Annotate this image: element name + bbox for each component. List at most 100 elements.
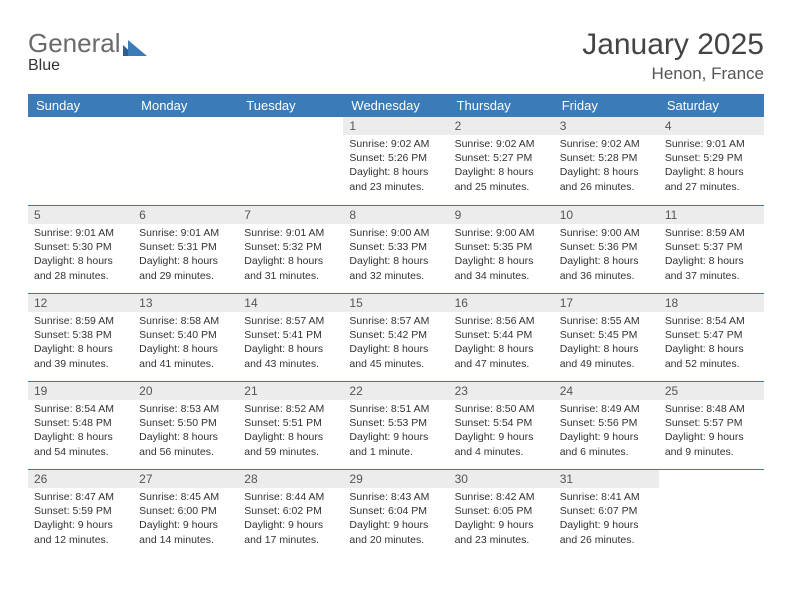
sunset-line: Sunset: 5:48 PM [34, 416, 127, 430]
calendar-cell: 26Sunrise: 8:47 AMSunset: 5:59 PMDayligh… [28, 469, 133, 557]
daylight2-line: and 32 minutes. [349, 269, 442, 283]
daylight1-line: Daylight: 9 hours [139, 518, 232, 532]
sunset-line: Sunset: 5:32 PM [244, 240, 337, 254]
day-number: 6 [133, 206, 238, 224]
weekday-header: Saturday [659, 94, 764, 117]
daylight2-line: and 9 minutes. [665, 445, 758, 459]
sunrise-line: Sunrise: 9:02 AM [455, 137, 548, 151]
daylight2-line: and 49 minutes. [560, 357, 653, 371]
daylight2-line: and 1 minute. [349, 445, 442, 459]
logo-block: GeneralBlue [28, 28, 147, 75]
daylight1-line: Daylight: 9 hours [560, 430, 653, 444]
daylight1-line: Daylight: 8 hours [665, 254, 758, 268]
calendar-cell: 15Sunrise: 8:57 AMSunset: 5:42 PMDayligh… [343, 293, 448, 381]
day-number: 28 [238, 470, 343, 488]
sunrise-line: Sunrise: 8:54 AM [34, 402, 127, 416]
daylight1-line: Daylight: 8 hours [349, 165, 442, 179]
day-number: 24 [554, 382, 659, 400]
day-details: Sunrise: 8:47 AMSunset: 5:59 PMDaylight:… [28, 488, 133, 551]
daylight1-line: Daylight: 8 hours [244, 342, 337, 356]
weekday-header: Tuesday [238, 94, 343, 117]
daylight1-line: Daylight: 8 hours [139, 254, 232, 268]
daylight1-line: Daylight: 8 hours [455, 165, 548, 179]
calendar-cell: 3Sunrise: 9:02 AMSunset: 5:28 PMDaylight… [554, 117, 659, 205]
calendar-cell: 6Sunrise: 9:01 AMSunset: 5:31 PMDaylight… [133, 205, 238, 293]
day-number: 25 [659, 382, 764, 400]
day-details: Sunrise: 8:57 AMSunset: 5:42 PMDaylight:… [343, 312, 448, 375]
weekday-header: Monday [133, 94, 238, 117]
day-details: Sunrise: 8:56 AMSunset: 5:44 PMDaylight:… [449, 312, 554, 375]
day-details: Sunrise: 8:44 AMSunset: 6:02 PMDaylight:… [238, 488, 343, 551]
sunset-line: Sunset: 5:45 PM [560, 328, 653, 342]
calendar-cell: 31Sunrise: 8:41 AMSunset: 6:07 PMDayligh… [554, 469, 659, 557]
day-number: 16 [449, 294, 554, 312]
logo-icon [123, 32, 147, 63]
sunrise-line: Sunrise: 8:42 AM [455, 490, 548, 504]
day-number [133, 117, 238, 135]
logo-text-blue: Blue [28, 57, 60, 74]
sunrise-line: Sunrise: 9:01 AM [34, 226, 127, 240]
day-details: Sunrise: 8:50 AMSunset: 5:54 PMDaylight:… [449, 400, 554, 463]
day-details: Sunrise: 8:57 AMSunset: 5:41 PMDaylight:… [238, 312, 343, 375]
day-details: Sunrise: 8:53 AMSunset: 5:50 PMDaylight:… [133, 400, 238, 463]
daylight2-line: and 12 minutes. [34, 533, 127, 547]
calendar-cell-empty [28, 117, 133, 205]
daylight1-line: Daylight: 8 hours [560, 165, 653, 179]
calendar-cell: 18Sunrise: 8:54 AMSunset: 5:47 PMDayligh… [659, 293, 764, 381]
calendar-cell-empty [659, 469, 764, 557]
day-details: Sunrise: 9:01 AMSunset: 5:32 PMDaylight:… [238, 224, 343, 287]
weekday-header: Wednesday [343, 94, 448, 117]
daylight1-line: Daylight: 9 hours [244, 518, 337, 532]
day-details: Sunrise: 8:58 AMSunset: 5:40 PMDaylight:… [133, 312, 238, 375]
sunrise-line: Sunrise: 8:48 AM [665, 402, 758, 416]
day-number: 11 [659, 206, 764, 224]
calendar-table: SundayMondayTuesdayWednesdayThursdayFrid… [28, 94, 764, 557]
calendar-week-row: 5Sunrise: 9:01 AMSunset: 5:30 PMDaylight… [28, 205, 764, 293]
day-number: 22 [343, 382, 448, 400]
day-details: Sunrise: 8:43 AMSunset: 6:04 PMDaylight:… [343, 488, 448, 551]
calendar-page: GeneralBlue January 2025 Henon, France S… [0, 0, 792, 557]
day-details: Sunrise: 9:01 AMSunset: 5:30 PMDaylight:… [28, 224, 133, 287]
day-number: 12 [28, 294, 133, 312]
sunset-line: Sunset: 5:56 PM [560, 416, 653, 430]
daylight2-line: and 28 minutes. [34, 269, 127, 283]
sunrise-line: Sunrise: 8:44 AM [244, 490, 337, 504]
calendar-cell: 29Sunrise: 8:43 AMSunset: 6:04 PMDayligh… [343, 469, 448, 557]
sunrise-line: Sunrise: 8:50 AM [455, 402, 548, 416]
sunset-line: Sunset: 5:47 PM [665, 328, 758, 342]
calendar-cell: 7Sunrise: 9:01 AMSunset: 5:32 PMDaylight… [238, 205, 343, 293]
day-details: Sunrise: 8:48 AMSunset: 5:57 PMDaylight:… [659, 400, 764, 463]
day-details: Sunrise: 8:49 AMSunset: 5:56 PMDaylight:… [554, 400, 659, 463]
day-details: Sunrise: 8:42 AMSunset: 6:05 PMDaylight:… [449, 488, 554, 551]
day-details: Sunrise: 9:01 AMSunset: 5:31 PMDaylight:… [133, 224, 238, 287]
sunset-line: Sunset: 5:41 PM [244, 328, 337, 342]
daylight2-line: and 27 minutes. [665, 180, 758, 194]
daylight1-line: Daylight: 9 hours [560, 518, 653, 532]
daylight2-line: and 23 minutes. [349, 180, 442, 194]
sunset-line: Sunset: 5:29 PM [665, 151, 758, 165]
calendar-cell: 4Sunrise: 9:01 AMSunset: 5:29 PMDaylight… [659, 117, 764, 205]
sunrise-line: Sunrise: 8:59 AM [34, 314, 127, 328]
daylight2-line: and 37 minutes. [665, 269, 758, 283]
sunrise-line: Sunrise: 9:01 AM [665, 137, 758, 151]
sunrise-line: Sunrise: 8:52 AM [244, 402, 337, 416]
day-number: 26 [28, 470, 133, 488]
header-row: GeneralBlue January 2025 Henon, France [28, 28, 764, 84]
day-details: Sunrise: 9:00 AMSunset: 5:35 PMDaylight:… [449, 224, 554, 287]
calendar-body: 1Sunrise: 9:02 AMSunset: 5:26 PMDaylight… [28, 117, 764, 557]
sunrise-line: Sunrise: 8:56 AM [455, 314, 548, 328]
calendar-week-row: 26Sunrise: 8:47 AMSunset: 5:59 PMDayligh… [28, 469, 764, 557]
calendar-cell: 22Sunrise: 8:51 AMSunset: 5:53 PMDayligh… [343, 381, 448, 469]
day-number: 14 [238, 294, 343, 312]
day-number: 18 [659, 294, 764, 312]
calendar-cell: 9Sunrise: 9:00 AMSunset: 5:35 PMDaylight… [449, 205, 554, 293]
daylight1-line: Daylight: 8 hours [455, 254, 548, 268]
logo-text-general: General [28, 28, 121, 59]
calendar-week-row: 19Sunrise: 8:54 AMSunset: 5:48 PMDayligh… [28, 381, 764, 469]
day-details: Sunrise: 8:51 AMSunset: 5:53 PMDaylight:… [343, 400, 448, 463]
sunrise-line: Sunrise: 9:00 AM [349, 226, 442, 240]
calendar-cell: 20Sunrise: 8:53 AMSunset: 5:50 PMDayligh… [133, 381, 238, 469]
day-details: Sunrise: 9:02 AMSunset: 5:27 PMDaylight:… [449, 135, 554, 198]
weekday-header-row: SundayMondayTuesdayWednesdayThursdayFrid… [28, 94, 764, 117]
day-details: Sunrise: 9:01 AMSunset: 5:29 PMDaylight:… [659, 135, 764, 198]
